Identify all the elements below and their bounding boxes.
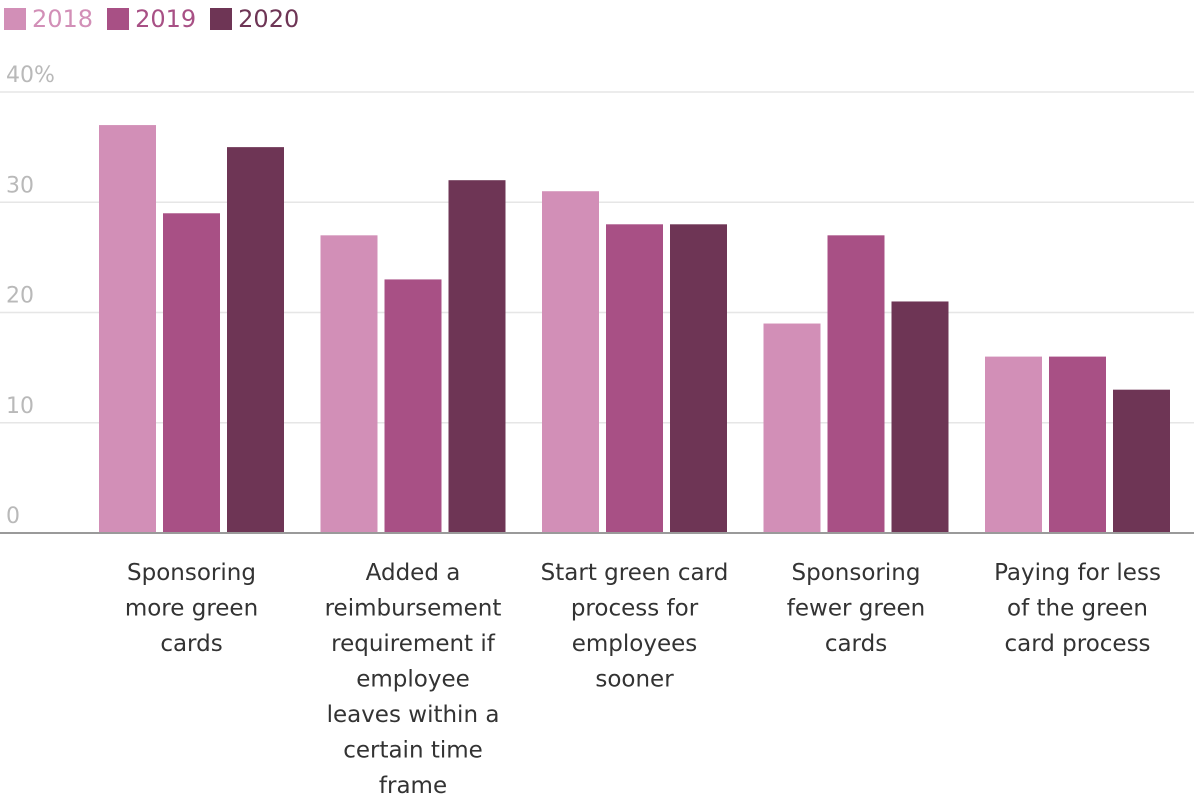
x-tick-label-5-line-1: Paying for less xyxy=(994,560,1161,586)
y-tick-label-10: 10 xyxy=(6,394,34,419)
chart-legend: 2018 2019 2020 xyxy=(4,4,313,34)
bar-2018-cat-5 xyxy=(985,356,1042,533)
bar-2020-cat-3 xyxy=(670,224,727,534)
bar-2018-cat-4 xyxy=(763,323,821,533)
x-tick-label-5-line-3: card process xyxy=(1004,631,1150,657)
y-tick-label-30: 30 xyxy=(6,173,34,198)
x-tick-label-2-line-3: requirement if xyxy=(331,631,496,657)
x-tick-label-1-line-3: cards xyxy=(160,631,222,657)
x-tick-label-2-line-1: Added a xyxy=(366,560,461,586)
bar-2019-cat-2 xyxy=(384,279,442,533)
bar-2018-cat-3 xyxy=(542,191,599,533)
x-tick-label-1-line-1: Sponsoring xyxy=(127,560,256,586)
x-tick-label-2-line-4: employee xyxy=(356,667,470,693)
x-tick-label-4-line-3: cards xyxy=(825,631,887,657)
x-tick-label-3-line-4: sooner xyxy=(595,667,674,693)
bar-2019-cat-1 xyxy=(163,213,220,533)
bar-2020-cat-5 xyxy=(1113,389,1170,533)
x-tick-label-5-line-2: of the green xyxy=(1007,596,1148,622)
bar-2020-cat-1 xyxy=(227,147,284,533)
y-tick-label-20: 20 xyxy=(6,284,34,309)
legend-swatch-2019 xyxy=(107,8,130,30)
legend-label-2018: 2018 xyxy=(32,5,94,33)
y-tick-label-40: 40% xyxy=(6,63,55,88)
x-tick-label-2-line-7: frame xyxy=(379,773,447,798)
legend-swatch-2018 xyxy=(4,8,26,30)
bar-2020-cat-2 xyxy=(448,180,506,533)
x-tick-label-1-line-2: more green xyxy=(125,596,258,622)
x-tick-label-3-line-1: Start green card xyxy=(541,560,729,586)
legend-item-2018: 2018 xyxy=(4,5,93,33)
x-tick-label-4-line-2: fewer green xyxy=(787,596,925,622)
bar-2019-cat-4 xyxy=(827,235,885,533)
bar-2019-cat-3 xyxy=(606,224,663,534)
legend-item-2020: 2020 xyxy=(210,5,299,33)
bar-2020-cat-4 xyxy=(891,301,949,533)
x-tick-label-4-line-1: Sponsoring xyxy=(792,560,921,586)
bar-2019-cat-5 xyxy=(1049,356,1106,533)
bar-2018-cat-2 xyxy=(320,235,378,533)
legend-swatch-2020 xyxy=(210,8,233,30)
y-tick-label-0: 0 xyxy=(6,504,20,529)
legend-label-2020: 2020 xyxy=(238,5,300,33)
bar-2018-cat-1 xyxy=(99,125,156,533)
x-tick-label-2-line-2: reimbursement xyxy=(325,596,502,622)
legend-item-2019: 2019 xyxy=(107,5,196,33)
x-tick-label-2-line-5: leaves within a xyxy=(327,702,500,728)
legend-label-2019: 2019 xyxy=(135,5,197,33)
x-tick-label-3-line-2: process for xyxy=(571,596,699,622)
x-tick-label-2-line-6: certain time xyxy=(343,738,483,764)
x-tick-label-3-line-3: employees xyxy=(572,631,698,657)
